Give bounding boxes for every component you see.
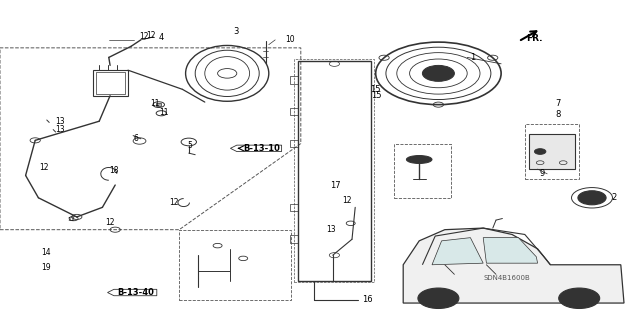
Bar <box>290 76 298 84</box>
Text: 12: 12 <box>140 32 149 41</box>
Text: 13: 13 <box>56 125 65 134</box>
Text: 12: 12 <box>146 31 156 40</box>
Text: 12: 12 <box>106 218 115 227</box>
Text: 12: 12 <box>67 217 75 222</box>
Polygon shape <box>403 228 624 303</box>
Circle shape <box>418 288 459 308</box>
Text: 11: 11 <box>159 108 168 117</box>
Circle shape <box>568 293 591 304</box>
Bar <box>290 140 298 147</box>
Text: 19: 19 <box>42 263 51 272</box>
Text: 15: 15 <box>371 91 381 100</box>
Text: 12: 12 <box>342 197 352 205</box>
Text: 7: 7 <box>556 99 561 108</box>
Bar <box>156 103 161 106</box>
Bar <box>290 204 298 211</box>
Bar <box>294 59 374 282</box>
Ellipse shape <box>406 155 432 164</box>
Bar <box>529 134 575 169</box>
Circle shape <box>559 288 600 308</box>
Polygon shape <box>483 238 538 263</box>
Text: 15: 15 <box>370 85 380 94</box>
Text: 4: 4 <box>159 33 164 41</box>
Text: 2: 2 <box>611 193 616 202</box>
Text: 6: 6 <box>133 134 138 143</box>
Text: 14: 14 <box>42 248 51 256</box>
Circle shape <box>422 65 454 81</box>
Text: B-13-10: B-13-10 <box>243 144 280 153</box>
Text: SDN4B1600B: SDN4B1600B <box>483 275 530 280</box>
Text: B-13-40: B-13-40 <box>117 288 154 297</box>
Text: 13: 13 <box>326 225 336 234</box>
Text: 12: 12 <box>40 163 49 172</box>
Text: 16: 16 <box>362 295 372 304</box>
Bar <box>298 61 371 281</box>
Circle shape <box>427 293 450 304</box>
Bar <box>93 70 128 96</box>
Text: 13: 13 <box>56 117 65 126</box>
Text: 10: 10 <box>285 35 294 44</box>
Bar <box>96 72 125 94</box>
Circle shape <box>534 149 546 154</box>
Bar <box>290 235 298 243</box>
Text: 3: 3 <box>234 27 239 36</box>
Polygon shape <box>432 238 483 265</box>
Circle shape <box>578 191 606 205</box>
Text: 12: 12 <box>170 198 179 207</box>
Bar <box>525 124 579 179</box>
Text: 9: 9 <box>540 169 545 178</box>
Text: 1: 1 <box>470 53 476 62</box>
Text: 8: 8 <box>556 110 561 119</box>
Text: FR.: FR. <box>526 34 543 43</box>
Text: 11: 11 <box>150 99 160 108</box>
Bar <box>179 230 291 300</box>
Bar <box>394 144 451 198</box>
Text: 17: 17 <box>330 181 340 189</box>
Text: 18: 18 <box>109 166 118 175</box>
Text: 5: 5 <box>188 141 193 150</box>
Bar <box>290 108 298 115</box>
